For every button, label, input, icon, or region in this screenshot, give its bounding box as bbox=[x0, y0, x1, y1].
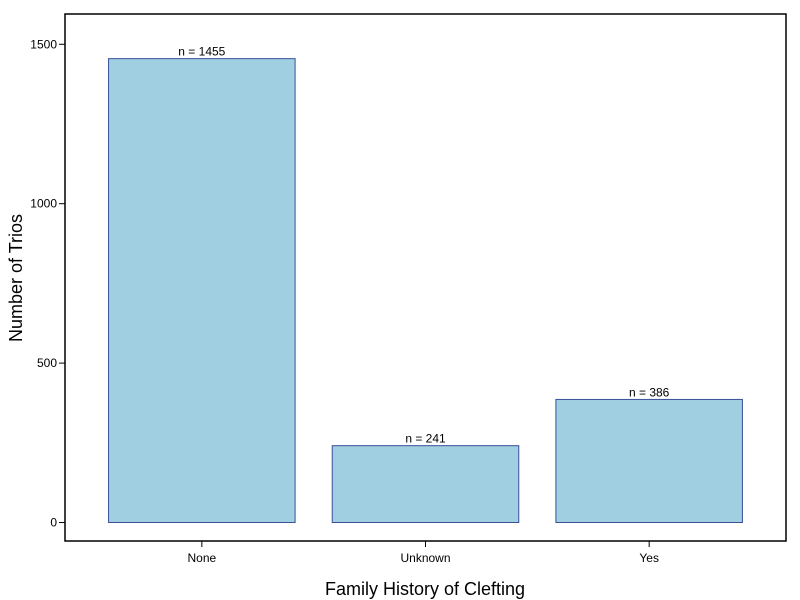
bar-value-label: n = 386 bbox=[629, 385, 670, 399]
y-tick-label: 500 bbox=[37, 356, 57, 370]
y-tick-label: 0 bbox=[50, 516, 57, 530]
bar-none bbox=[108, 58, 296, 524]
bars bbox=[108, 58, 743, 524]
x-tick-label: Yes bbox=[639, 551, 659, 565]
y-axis: 0 500 1000 1500 bbox=[30, 37, 65, 530]
bar-value-label: n = 241 bbox=[405, 432, 446, 446]
bar-labels: n = 1455 n = 241 n = 386 bbox=[178, 45, 669, 446]
x-axis: None Unknown Yes bbox=[187, 541, 659, 565]
bar-unknown bbox=[331, 445, 520, 524]
x-tick-label: Unknown bbox=[400, 551, 450, 565]
y-tick-label: 1000 bbox=[30, 197, 57, 211]
x-tick-label: None bbox=[187, 551, 216, 565]
y-tick-label: 1500 bbox=[30, 37, 57, 51]
bar-yes bbox=[555, 398, 743, 524]
y-axis-label: Number of Trios bbox=[6, 214, 26, 342]
x-axis-label: Family History of Clefting bbox=[325, 579, 525, 599]
bar-value-label: n = 1455 bbox=[178, 45, 225, 59]
